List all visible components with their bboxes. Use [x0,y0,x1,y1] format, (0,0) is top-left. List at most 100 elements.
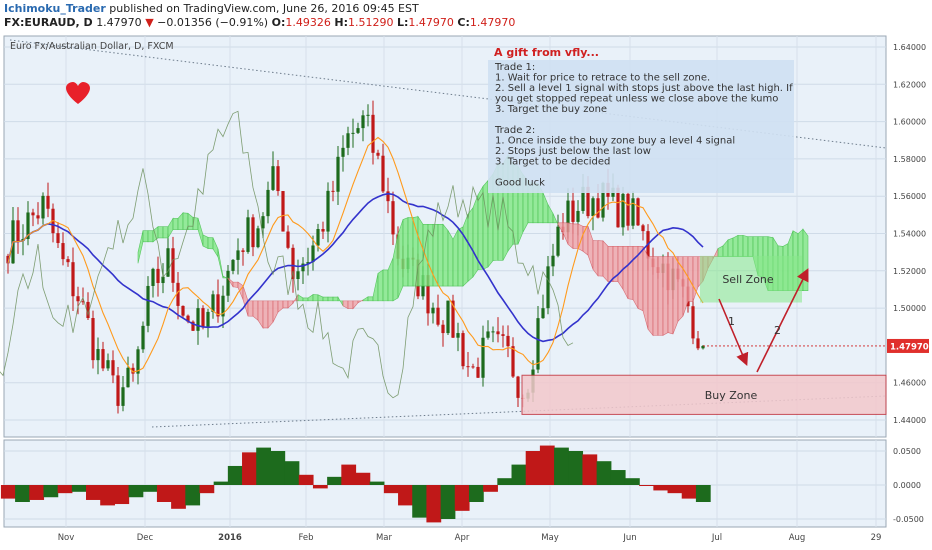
candle-body [191,321,195,331]
kumo-segment [737,235,744,258]
candle-body [131,367,135,374]
x-tick-label: Nov [58,533,75,543]
candle-body [316,229,320,246]
annotation-line: Good luck [495,178,545,189]
candle-body [571,200,575,222]
kijun-line [7,192,704,343]
kumo-segment [407,217,414,287]
kumo-segment [312,294,319,302]
candle-body [121,387,125,406]
kumo-segment [627,246,634,300]
kumo-segment [247,300,254,317]
candle-body [46,195,50,209]
osc-bar [185,485,201,506]
candle-body [91,318,95,361]
annotation-line: 3. Target to be decided [495,157,610,168]
osc-bar [596,461,612,485]
candle-body [636,198,640,226]
osc-bar [639,485,654,486]
price-tag [887,338,929,353]
candle-body [516,376,520,398]
y-tick-label: 1.64000 [893,43,926,52]
candle-body [386,191,390,202]
y-tick-label: 1.62000 [893,80,926,89]
osc-bar [312,485,328,489]
x-tick-label: Apr [455,533,470,543]
kumo-segment [182,212,189,230]
candle-body [201,308,205,328]
osc-bar [511,464,527,485]
annotation-line: 1. Wait for price to retrace to the sell… [495,73,710,84]
osc-bar [695,485,711,502]
candle-body [621,193,625,228]
close-label: C: [457,16,470,29]
x-tick-label: Feb [298,533,313,543]
kumo-segment [647,256,654,337]
chart-canvas[interactable]: 1.64000 1.62000 1.60000 1.58000 1.56000 1.540… [0,32,932,550]
candle-body [701,345,705,349]
kumo-segment [742,234,749,258]
candle-body [26,212,30,240]
kumo-segment [462,214,469,287]
candle-body [591,198,595,217]
buy-zone [521,374,887,415]
candle-body [471,366,475,368]
high-label: H: [334,16,348,29]
y-tick-label: 1.60000 [893,118,926,127]
osc-bar [383,485,399,494]
candle-body [151,268,155,286]
candle-body [146,285,150,326]
candle-body [196,308,200,331]
osc-bar [497,478,513,485]
candle-body [351,132,355,134]
candle-body [106,360,110,369]
candle-body [311,245,315,263]
kumo-segment [377,269,384,302]
osc-y-tick-label: 0.0000 [893,481,921,490]
osc-bar [199,485,215,494]
candle-body [141,325,145,350]
candle-body [16,220,20,242]
candle-body [366,114,370,116]
kumo-segment [397,219,404,299]
osc-bar [128,485,144,498]
kumo-segment [602,240,609,283]
candle-body [506,335,510,347]
kumo-segment [232,281,239,288]
candle-body [356,128,360,133]
osc-bar [29,485,45,500]
close-value: 1.47970 [469,16,516,29]
osc-bar [539,445,555,485]
osc-bar [468,485,484,502]
candle-body [631,198,635,226]
candle-body [76,296,80,302]
candle-body [171,248,175,283]
kumo-segment [262,300,269,329]
kumo-segment [657,256,664,336]
kumo-segment [382,269,389,302]
candle-body [166,248,170,277]
author-link[interactable]: Ichimoku_Trader [4,2,106,15]
osc-bar [369,481,385,485]
x-tick-label: 2016 [218,533,242,543]
candle-body [581,186,585,211]
candle-body [596,198,600,218]
osc-bar [86,485,101,500]
candle-body [541,308,545,319]
candle-body [221,295,225,317]
candle-body [226,270,230,296]
candle-body [186,315,190,322]
candle-body [461,333,465,367]
osc-bar [15,485,30,502]
candle-body [376,152,380,156]
arrow-2 [756,268,809,373]
kumo-segment [417,215,424,287]
candle-body [696,338,700,349]
candle-body [481,337,485,378]
candle-body [476,366,480,378]
candle-body [276,166,280,192]
symbol-label: FX:EURAUD, D [4,16,93,29]
osc-bar [171,485,186,509]
publish-line: Ichimoku_Trader published on TradingView… [4,2,419,15]
candle-body [206,311,210,328]
